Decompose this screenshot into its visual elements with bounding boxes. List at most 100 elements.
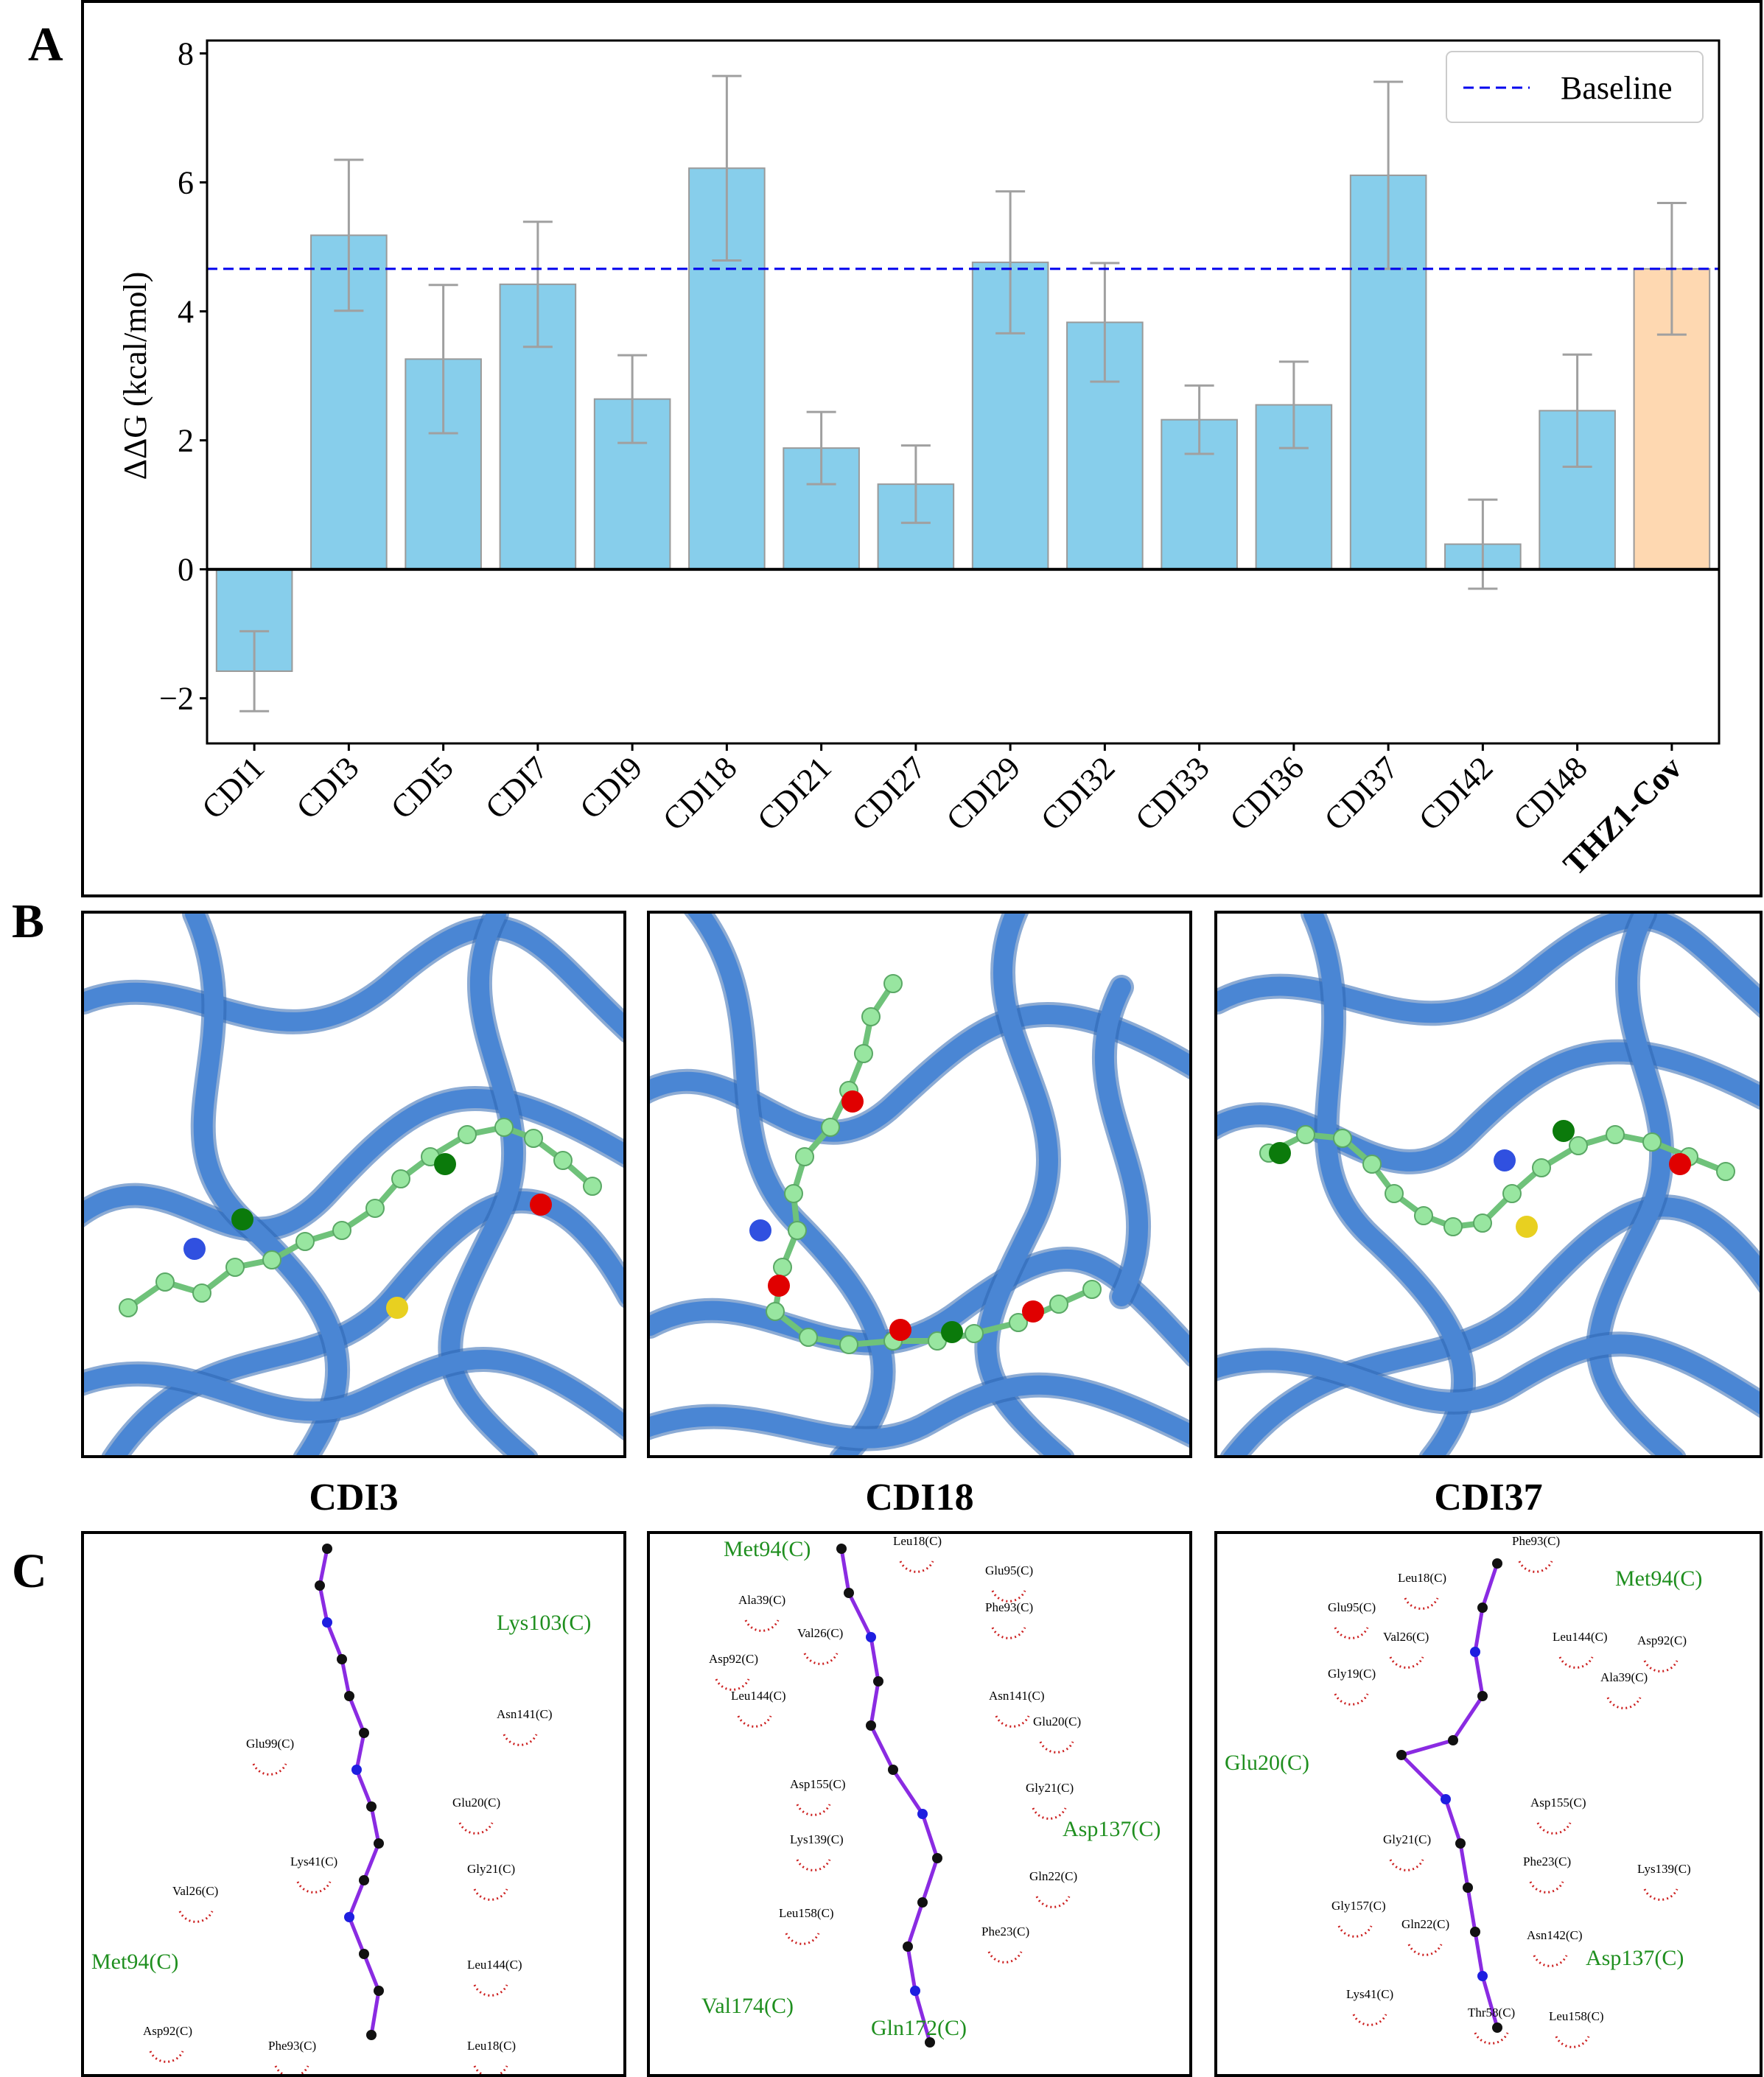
hydrophobic-residue-label: Gly21(C) bbox=[467, 1862, 515, 1876]
hbond-residue-label: Gln172(C) bbox=[871, 2016, 967, 2040]
ligand-atom bbox=[883, 974, 903, 993]
protein-ribbon bbox=[84, 917, 623, 1040]
ligand-atom bbox=[1642, 1132, 1662, 1152]
hetero-atom bbox=[386, 1297, 408, 1319]
hydrophobic-contact-arc bbox=[1035, 1896, 1071, 1908]
ligand-atom bbox=[315, 1580, 325, 1591]
ligand-atom bbox=[1414, 1206, 1433, 1225]
hydrophobic-contact-arc bbox=[1643, 1888, 1679, 1901]
ligand-atom bbox=[359, 1949, 369, 1959]
x-tick-label-cdi1: CDI1 bbox=[195, 749, 271, 826]
ligand-atom bbox=[366, 1801, 377, 1812]
ligand-atom bbox=[799, 1328, 818, 1347]
ligand-atom bbox=[365, 1199, 385, 1218]
x-tick-label-cdi7: CDI7 bbox=[478, 749, 555, 826]
hydrophobic-contact-arc bbox=[1404, 1597, 1439, 1610]
hydrophobic-contact-arc bbox=[1407, 1944, 1443, 1956]
ligand-atom bbox=[903, 1941, 913, 1952]
ligand-atom bbox=[583, 1177, 602, 1196]
ligand-skeleton bbox=[1398, 1563, 1499, 2028]
hetero-atom bbox=[1516, 1216, 1538, 1238]
protein-ribbon bbox=[1094, 978, 1149, 1306]
hydrophobic-residue-label: Ala39(C) bbox=[738, 1593, 785, 1607]
ligand-atom bbox=[262, 1250, 281, 1269]
ligand-atom bbox=[839, 1335, 858, 1354]
ligand-atom bbox=[374, 1838, 384, 1849]
interaction-plot-cdi3: Lys103(C) Met94(C) Asn141(C) Glu99(C) Glu20(… bbox=[91, 1544, 591, 2074]
hydrophobic-residue-label: Asp92(C) bbox=[143, 2024, 192, 2038]
hydrophobic-contact-arc bbox=[1389, 1656, 1424, 1669]
ligand-atom bbox=[773, 1258, 792, 1277]
ligand-atom bbox=[1606, 1125, 1625, 1144]
structure-render-cdi37 bbox=[1217, 914, 1760, 1455]
protein-ribbon bbox=[650, 1004, 1189, 1142]
ligand-atom bbox=[1463, 1882, 1473, 1893]
structure-render-cdi18 bbox=[650, 914, 1189, 1455]
legend: Baseline bbox=[1446, 51, 1704, 123]
hydrophobic-contact-arc bbox=[296, 1881, 332, 1894]
hydrophobic-residue-label: Leu18(C) bbox=[1398, 1571, 1446, 1585]
hetero-atom bbox=[530, 1194, 552, 1216]
ligand-atom bbox=[351, 1765, 362, 1775]
hydrophobic-contact-arc bbox=[991, 1590, 1026, 1603]
x-tick-label-cdi27: CDI27 bbox=[845, 749, 933, 837]
hydrophobic-contact-arc bbox=[274, 2065, 309, 2074]
structure-view-cdi3 bbox=[81, 911, 626, 1458]
hydrophobic-contact-arc bbox=[473, 2065, 508, 2074]
hydrophobic-contact-arc bbox=[796, 1804, 831, 1816]
ligand-atom bbox=[836, 1544, 847, 1554]
x-tick-label-cdi37: CDI37 bbox=[1317, 749, 1405, 837]
structure-view-cdi18 bbox=[647, 911, 1192, 1458]
protein-ribbon bbox=[1303, 914, 1474, 1455]
hydrophobic-residue-label: Glu99(C) bbox=[246, 1737, 294, 1751]
hydrophobic-contact-arc bbox=[899, 1561, 934, 1573]
error-bars bbox=[239, 74, 1687, 712]
ligand-atom bbox=[888, 1765, 898, 1775]
ligand-atom bbox=[344, 1691, 354, 1701]
hydrophobic-residue-label: Gly19(C) bbox=[1328, 1667, 1376, 1681]
x-tick-label-cdi33: CDI33 bbox=[1128, 749, 1216, 837]
x-tick-label-cdi36: CDI36 bbox=[1223, 749, 1311, 837]
ligand-atom bbox=[1455, 1838, 1466, 1849]
protein-ribbon bbox=[1217, 914, 1760, 1023]
hetero-atom bbox=[841, 1090, 864, 1113]
y-tick-label: 0 bbox=[178, 552, 194, 588]
x-tick-label-cdi5: CDI5 bbox=[384, 749, 461, 826]
protein-ribbon bbox=[687, 914, 893, 1455]
ligand-atom bbox=[332, 1221, 351, 1240]
hydrophobic-contact-arc bbox=[796, 1859, 831, 1871]
hydrophobic-contact-arc bbox=[1337, 1925, 1373, 1938]
ligand-atom bbox=[1477, 1691, 1488, 1701]
hydrophobic-residue-label: Leu144(C) bbox=[467, 1958, 522, 1972]
hydrophobic-residue-label: Glu20(C) bbox=[452, 1796, 500, 1810]
hbond-residue-label: Met94(C) bbox=[91, 1950, 178, 1974]
hydrophobic-residue-label: Glu95(C) bbox=[1328, 1600, 1376, 1614]
x-tick-label-cdi29: CDI29 bbox=[939, 749, 1027, 837]
hydrophobic-contact-arc bbox=[785, 1933, 820, 1945]
hbond-residue-label: Asp137(C) bbox=[1063, 1817, 1161, 1841]
hydrophobic-residue-label: Val26(C) bbox=[172, 1884, 218, 1898]
ligand-atom bbox=[1396, 1750, 1407, 1760]
hydrophobic-contact-arc bbox=[1533, 1955, 1568, 1967]
hydrophobic-residue-label: Leu158(C) bbox=[779, 1906, 834, 1920]
ligand-skeleton bbox=[839, 1548, 939, 2043]
hydrophobic-residue-label: Gly21(C) bbox=[1026, 1781, 1074, 1795]
ligand-atom bbox=[344, 1912, 354, 1922]
hydrophobic-contact-arc bbox=[1558, 1656, 1594, 1669]
hydrophobic-residue-label: Phe93(C) bbox=[985, 1600, 1033, 1614]
ligand-atom bbox=[932, 1853, 942, 1863]
interaction-plot-cdi18: Met94(C) Asp137(C) Val174(C) Gln172(C) Leu18… bbox=[701, 1534, 1161, 2048]
y-tick-label: −2 bbox=[159, 681, 194, 717]
hydrophobic-contact-arc bbox=[1536, 1822, 1572, 1835]
ligand-atom bbox=[917, 1897, 928, 1908]
hbond-residue-label: Lys103(C) bbox=[497, 1611, 591, 1635]
hydrophobic-contact-arc bbox=[1529, 1881, 1564, 1894]
hydrophobic-contact-arc bbox=[991, 1627, 1026, 1639]
hydrophobic-contact-arc bbox=[803, 1653, 839, 1665]
ligand-atom bbox=[458, 1125, 477, 1144]
interaction-plot-cdi37: Met94(C) Glu20(C) Asp137(C) Phe93(C) Leu18(C… bbox=[1225, 1534, 1702, 2048]
ligand-atom bbox=[553, 1151, 573, 1170]
ligand-atom bbox=[1492, 2022, 1502, 2033]
hydrophobic-residue-label: Gly21(C) bbox=[1383, 1832, 1431, 1846]
panel-label-c: C bbox=[12, 1544, 47, 1598]
